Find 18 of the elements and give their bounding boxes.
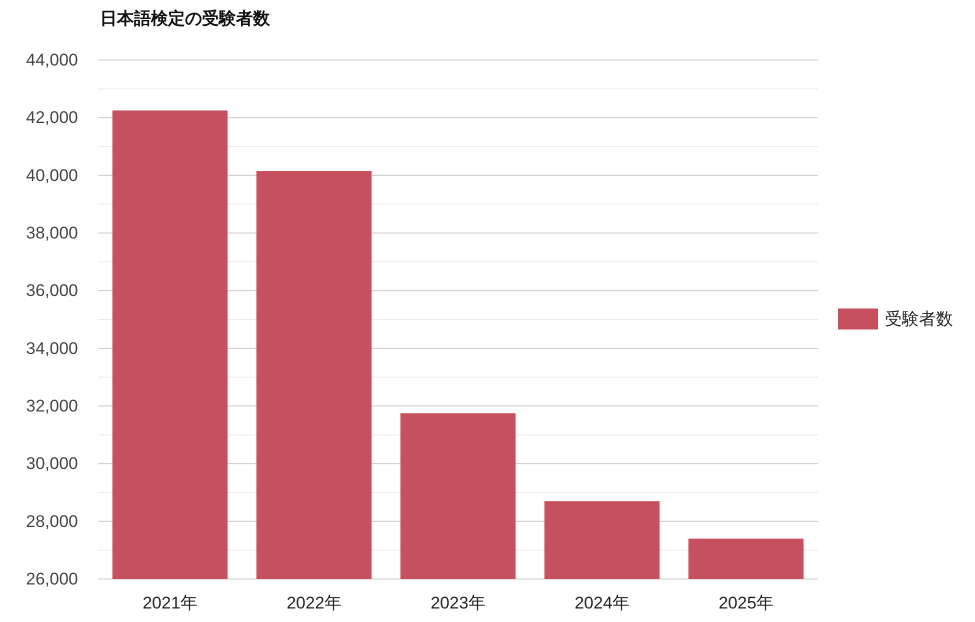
x-tick-label: 2022年 (286, 594, 342, 612)
chart-title: 日本語検定の受験者数 (100, 9, 271, 28)
y-tick-label: 42,000 (26, 108, 78, 128)
x-tick-label: 2025年 (718, 594, 774, 612)
y-tick-label: 44,000 (26, 50, 78, 70)
legend: 受験者数 (838, 308, 953, 330)
y-tick-label: 28,000 (26, 512, 78, 531)
y-tick-label: 34,000 (26, 338, 78, 358)
x-tick-label: 2023年 (430, 594, 486, 612)
x-tick-label: 2021年 (142, 594, 198, 612)
x-tick-label: 2024年 (574, 594, 630, 612)
y-tick-label: 38,000 (26, 224, 78, 242)
y-tick-label: 40,000 (26, 166, 78, 185)
y-tick-label: 30,000 (26, 454, 78, 474)
y-tick-label: 26,000 (26, 570, 78, 588)
legend-label: 受験者数 (885, 310, 953, 328)
y-tick-label: 32,000 (26, 396, 78, 416)
y-tick-label: 36,000 (26, 281, 78, 300)
